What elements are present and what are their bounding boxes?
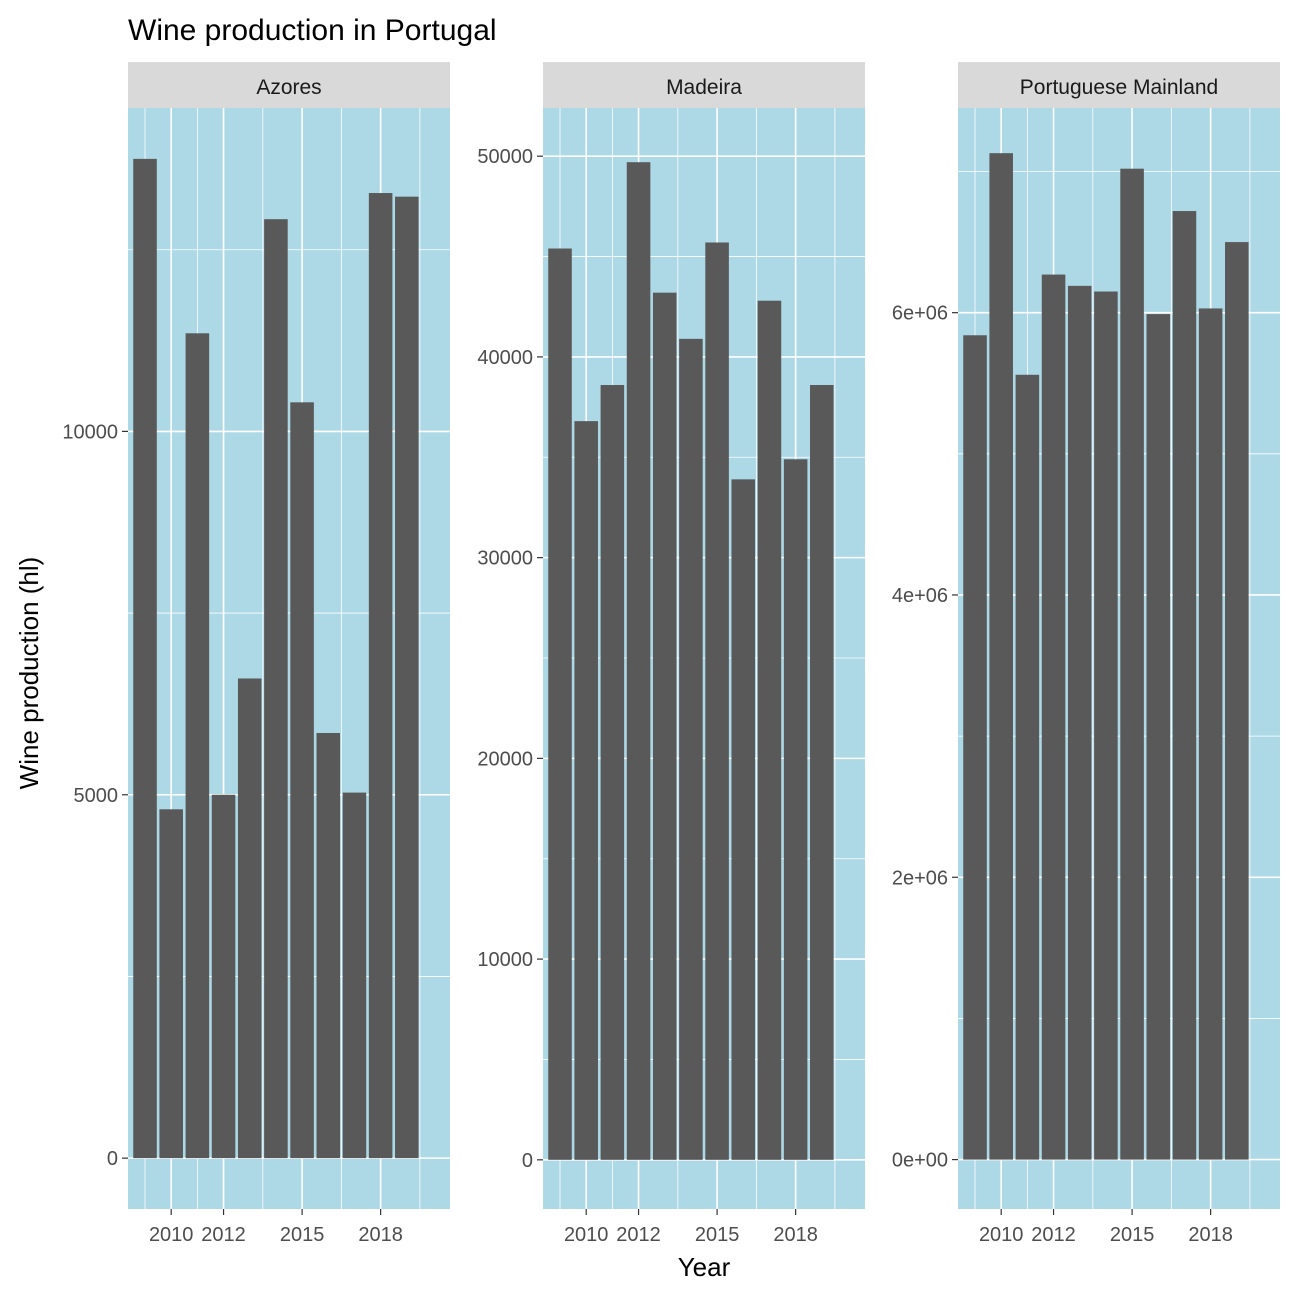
bar xyxy=(626,162,651,1160)
bar xyxy=(290,402,314,1159)
x-tick-label: 2015 xyxy=(1110,1224,1155,1246)
y-tick-label: 20000 xyxy=(477,748,533,770)
facet-panels: Azores 0 5000 10000 2010 2012 2015 2018 Madeira 0… xyxy=(62,62,1280,1246)
facet-strip-label: Portuguese Mainland xyxy=(1020,76,1218,99)
bar xyxy=(1015,374,1040,1160)
bar xyxy=(810,385,834,1160)
y-tick-label: 6e+06 xyxy=(892,303,948,325)
x-tick-label: 2018 xyxy=(773,1224,818,1246)
bar xyxy=(211,794,236,1159)
bar xyxy=(705,242,729,1160)
bar xyxy=(1198,308,1223,1160)
bar xyxy=(679,338,703,1160)
bar xyxy=(1041,274,1066,1160)
facet-1: Madeira 0 10000 20000 30000 40000 50000 2010 201… xyxy=(477,62,865,1246)
bar xyxy=(316,732,341,1159)
bar xyxy=(600,385,625,1160)
x-tick-label: 2015 xyxy=(280,1224,325,1246)
y-tick-label: 4e+06 xyxy=(892,585,948,607)
facet-strip xyxy=(543,62,865,108)
bar xyxy=(1094,291,1118,1160)
bar xyxy=(989,153,1013,1160)
x-tick-label: 2012 xyxy=(1031,1224,1076,1246)
x-tick-label: 2012 xyxy=(201,1224,246,1246)
chart-title: Wine production in Portugal xyxy=(128,14,497,47)
bar xyxy=(1172,211,1197,1160)
facet-2: Portuguese Mainland 0e+00 2e+06 4e+06 6e+06 2… xyxy=(892,62,1280,1246)
bar xyxy=(185,333,210,1159)
y-tick-label: 5000 xyxy=(74,785,119,807)
bar xyxy=(133,158,157,1159)
facet-strip-label: Azores xyxy=(256,76,321,99)
y-axis-title: Wine production (hl) xyxy=(14,557,44,790)
x-tick-label: 2010 xyxy=(564,1224,609,1246)
bar xyxy=(574,421,598,1160)
bar xyxy=(783,459,808,1160)
bar xyxy=(757,300,782,1160)
x-tick-label: 2018 xyxy=(1188,1224,1233,1246)
x-tick-label: 2018 xyxy=(358,1224,403,1246)
y-tick-label: 50000 xyxy=(477,146,533,168)
bar xyxy=(963,335,987,1160)
bar xyxy=(1225,242,1249,1160)
bar xyxy=(731,479,756,1160)
facet-0: Azores 0 5000 10000 2010 2012 2015 2018 xyxy=(62,62,450,1246)
y-tick-label: 0 xyxy=(522,1150,533,1172)
y-tick-label: 30000 xyxy=(477,548,533,570)
facet-strip xyxy=(958,62,1280,108)
facet-strip xyxy=(128,62,450,108)
y-tick-label: 2e+06 xyxy=(892,867,948,889)
x-tick-label: 2010 xyxy=(149,1224,194,1246)
bar xyxy=(1067,285,1092,1160)
bar xyxy=(264,219,288,1159)
x-tick-label: 2015 xyxy=(695,1224,740,1246)
facet-strip-label: Madeira xyxy=(666,76,742,99)
y-tick-label: 10000 xyxy=(477,949,533,971)
bar xyxy=(652,292,677,1160)
y-tick-label: 0e+00 xyxy=(892,1150,948,1172)
y-tick-label: 10000 xyxy=(62,421,118,443)
x-tick-label: 2012 xyxy=(616,1224,661,1246)
bar xyxy=(395,196,419,1159)
bar xyxy=(548,248,572,1160)
y-tick-label: 40000 xyxy=(477,347,533,369)
bar xyxy=(1146,314,1171,1160)
bar xyxy=(1120,168,1144,1160)
bar xyxy=(237,678,262,1159)
bar xyxy=(368,193,393,1159)
x-tick-label: 2010 xyxy=(979,1224,1024,1246)
bar xyxy=(159,809,183,1159)
bar xyxy=(342,792,367,1159)
x-axis-title: Year xyxy=(678,1252,731,1282)
y-tick-label: 0 xyxy=(107,1148,118,1170)
